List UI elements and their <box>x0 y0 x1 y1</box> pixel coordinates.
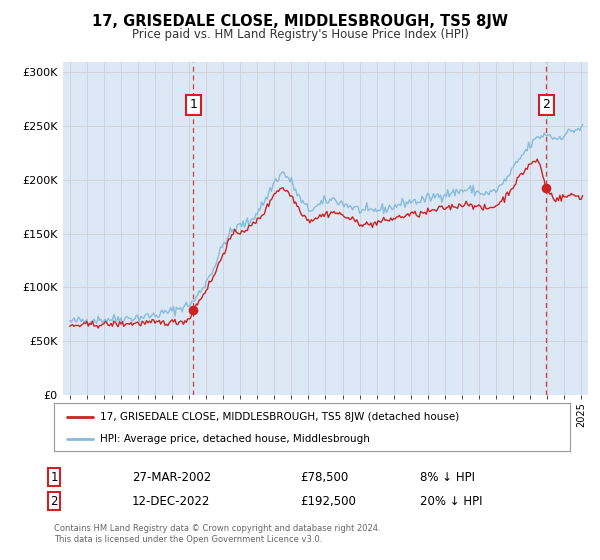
Text: £192,500: £192,500 <box>300 494 356 508</box>
Text: Contains HM Land Registry data © Crown copyright and database right 2024.: Contains HM Land Registry data © Crown c… <box>54 524 380 533</box>
Text: 1: 1 <box>189 98 197 111</box>
Text: 20% ↓ HPI: 20% ↓ HPI <box>420 494 482 508</box>
Text: 17, GRISEDALE CLOSE, MIDDLESBROUGH, TS5 8JW (detached house): 17, GRISEDALE CLOSE, MIDDLESBROUGH, TS5 … <box>100 413 460 422</box>
Text: 8% ↓ HPI: 8% ↓ HPI <box>420 470 475 484</box>
Text: 12-DEC-2022: 12-DEC-2022 <box>132 494 211 508</box>
Text: HPI: Average price, detached house, Middlesbrough: HPI: Average price, detached house, Midd… <box>100 434 370 444</box>
Text: 27-MAR-2002: 27-MAR-2002 <box>132 470 211 484</box>
Text: 1: 1 <box>50 470 58 484</box>
Text: This data is licensed under the Open Government Licence v3.0.: This data is licensed under the Open Gov… <box>54 535 322 544</box>
Text: 2: 2 <box>50 494 58 508</box>
Text: 2: 2 <box>542 98 550 111</box>
Text: 17, GRISEDALE CLOSE, MIDDLESBROUGH, TS5 8JW: 17, GRISEDALE CLOSE, MIDDLESBROUGH, TS5 … <box>92 14 508 29</box>
Text: Price paid vs. HM Land Registry's House Price Index (HPI): Price paid vs. HM Land Registry's House … <box>131 28 469 41</box>
Text: £78,500: £78,500 <box>300 470 348 484</box>
